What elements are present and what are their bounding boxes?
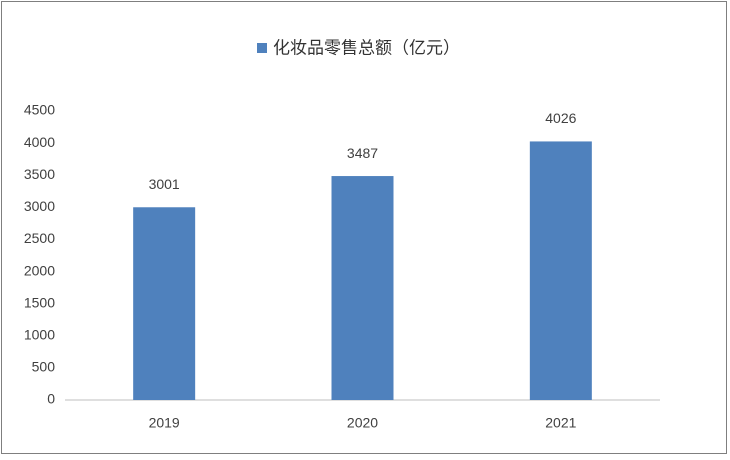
y-tick-label: 0 — [47, 391, 55, 407]
y-tick-label: 4000 — [24, 134, 55, 150]
y-tick-label: 2000 — [24, 262, 55, 278]
x-tick-label: 2020 — [347, 415, 378, 431]
x-tick-label: 2021 — [545, 415, 576, 431]
y-tick-label: 1000 — [24, 326, 55, 342]
y-tick-label: 3000 — [24, 198, 55, 214]
x-tick-label: 2019 — [149, 415, 180, 431]
y-tick-label: 4500 — [24, 102, 55, 118]
data-label: 3487 — [347, 145, 378, 161]
y-tick-label: 2500 — [24, 230, 55, 246]
y-tick-label: 1500 — [24, 294, 55, 310]
legend-swatch — [257, 43, 267, 53]
data-label: 4026 — [545, 110, 576, 126]
y-tick-label: 500 — [32, 359, 56, 375]
bar — [133, 207, 196, 400]
data-label: 3001 — [149, 176, 180, 192]
y-tick-label: 3500 — [24, 166, 55, 182]
legend-text: 化妆品零售总额（亿元） — [273, 38, 460, 57]
bar — [529, 141, 592, 400]
bar — [331, 176, 394, 400]
